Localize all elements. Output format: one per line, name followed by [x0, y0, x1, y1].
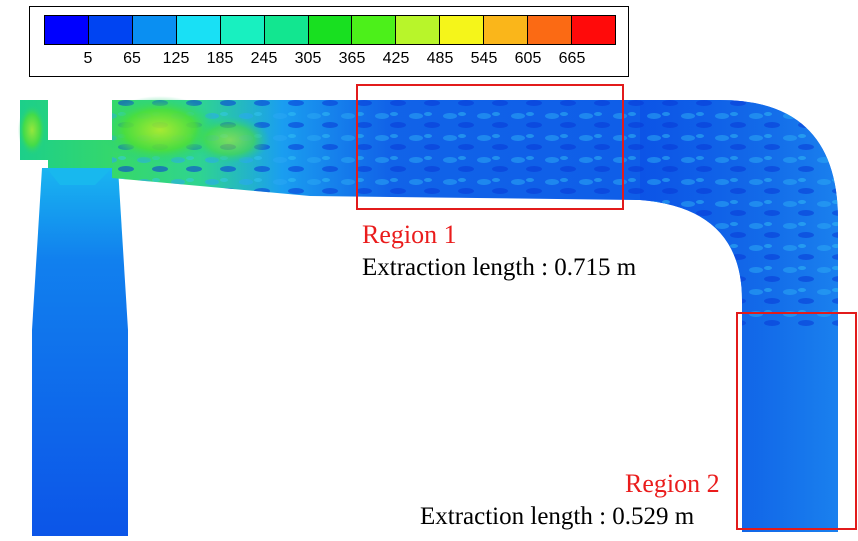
mid-value-zone	[190, 116, 270, 164]
legend-tick-label: 425	[382, 50, 410, 67]
legend-swatch-1	[88, 16, 133, 44]
legend-tick-label: 185	[206, 50, 234, 67]
legend-tick-label: 605	[514, 50, 542, 67]
legend-tick-label: 125	[162, 50, 190, 67]
legend-swatch-2	[132, 16, 177, 44]
legend-color-bar	[44, 15, 616, 45]
legend-swatch-12	[572, 16, 615, 44]
left-inlet-duct	[32, 168, 128, 536]
legend-tick-label: 665	[558, 50, 586, 67]
legend-swatch-4	[220, 16, 265, 44]
region-2-extraction-length: Extraction length : 0.529 m	[420, 503, 695, 530]
high-value-zone	[100, 96, 220, 164]
region-2-outline	[736, 312, 857, 530]
legend-tick-label: 65	[123, 50, 141, 67]
turbulence-texture	[112, 100, 838, 330]
legend-swatch-10	[484, 16, 529, 44]
legend-swatch-8	[396, 16, 441, 44]
legend-swatch-3	[176, 16, 221, 44]
duct-cutout	[48, 98, 112, 140]
legend-swatch-0	[45, 16, 89, 44]
left-edge-zone	[18, 104, 46, 156]
region-2-label: Region 2	[625, 469, 720, 498]
legend-tick-label: 545	[470, 50, 498, 67]
legend-tick-label: 365	[338, 50, 366, 67]
region-1-outline	[356, 84, 624, 210]
legend-swatch-5	[264, 16, 309, 44]
region-1-extraction-length: Extraction length : 0.715 m	[362, 254, 637, 281]
legend-swatch-9	[440, 16, 485, 44]
legend-tick-labels: 5 65 125 185 245 305 365 425 485 545 605 665	[44, 50, 616, 72]
color-legend: 5 65 125 185 245 305 365 425 485 545 605 665	[29, 6, 629, 77]
legend-swatch-7	[352, 16, 397, 44]
legend-tick-label: 5	[83, 50, 93, 67]
region-1-label: Region 1	[362, 220, 457, 249]
legend-swatch-6	[308, 16, 353, 44]
legend-swatch-11	[528, 16, 573, 44]
legend-tick-label: 305	[294, 50, 322, 67]
legend-tick-label: 485	[426, 50, 454, 67]
legend-tick-label: 245	[250, 50, 278, 67]
